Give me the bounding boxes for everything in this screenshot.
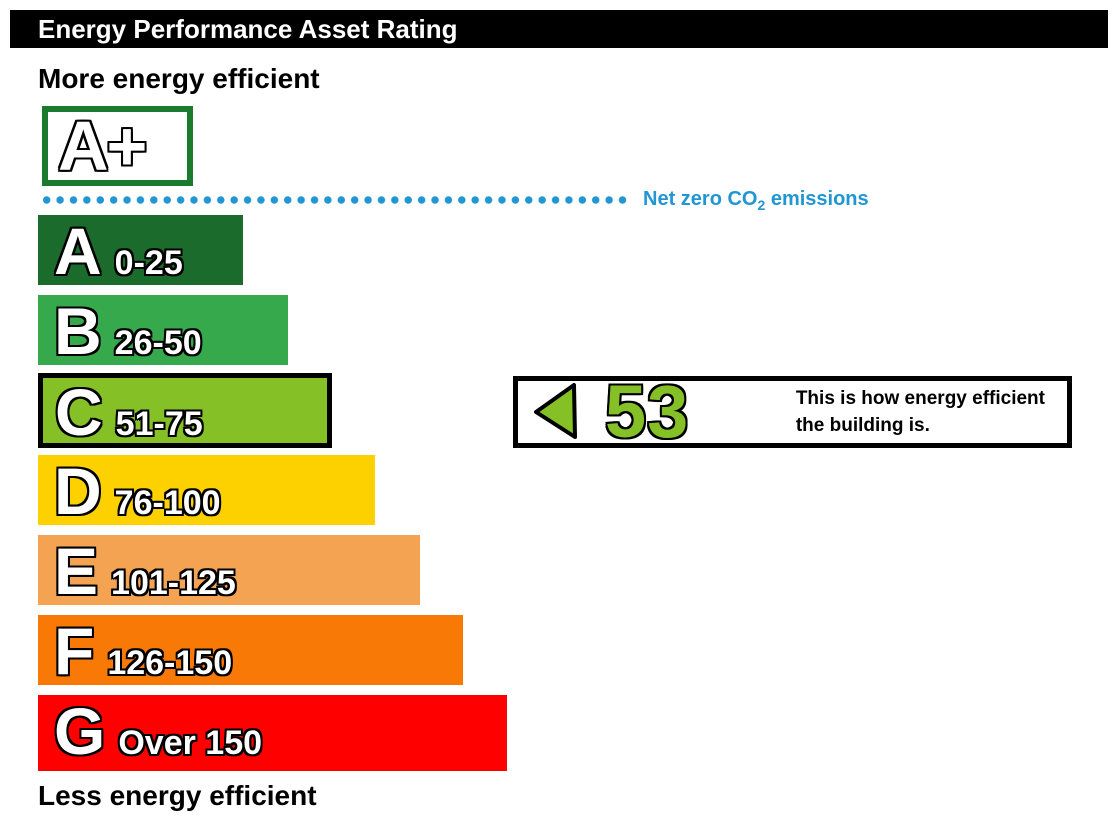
band-range: Over 150 xyxy=(118,724,263,762)
net-zero-text: Net zero CO xyxy=(643,188,758,210)
band-b: B 26-50 xyxy=(38,295,288,365)
band-letter: C xyxy=(55,375,103,449)
band-range: 101-125 xyxy=(111,564,236,602)
band-g: G Over 150 xyxy=(38,695,507,771)
net-zero-dotted-line xyxy=(40,195,628,205)
net-zero-label: Net zero CO2 emissions xyxy=(643,188,869,216)
band-range: 126-150 xyxy=(107,644,233,682)
band-range: 76-100 xyxy=(114,484,221,522)
rating-description-line-2: the building is. xyxy=(795,415,930,436)
more-efficient-label: More energy efficient xyxy=(38,63,320,94)
left-arrow-icon xyxy=(534,383,577,439)
band-letter: A xyxy=(54,214,102,288)
band-letter: D xyxy=(54,454,102,528)
band-letter: A+ xyxy=(58,107,147,185)
net-zero-text-suffix: emissions xyxy=(765,188,869,210)
band-c: C 51-75 xyxy=(38,373,332,448)
band-letter: F xyxy=(54,614,95,688)
band-e: E 101-125 xyxy=(38,535,420,605)
rating-indicator: 53 This is how energy efficient the buil… xyxy=(513,370,1072,453)
rating-description: This is how energy efficient the buildin… xyxy=(796,385,1045,439)
band-letter: B xyxy=(54,294,102,368)
band-letter: G xyxy=(54,694,106,768)
band-range: 0-25 xyxy=(114,244,183,282)
less-efficient-label: Less energy efficient xyxy=(38,780,317,811)
band-letter: E xyxy=(54,534,99,608)
title-bar: Energy Performance Asset Rating xyxy=(10,10,1108,48)
band-a: A 0-25 xyxy=(38,215,243,285)
net-zero-subscript: 2 xyxy=(757,197,766,213)
page-title: Energy Performance Asset Rating xyxy=(38,14,458,44)
rating-description-line-1: This is how energy efficient xyxy=(795,388,1045,409)
band-d: D 76-100 xyxy=(38,455,375,525)
band-range: 26-50 xyxy=(114,324,202,362)
band-a-plus: A+ xyxy=(42,106,193,186)
band-range: 51-75 xyxy=(115,405,203,443)
rating-value: 53 xyxy=(605,370,690,453)
band-f: F 126-150 xyxy=(38,615,463,685)
